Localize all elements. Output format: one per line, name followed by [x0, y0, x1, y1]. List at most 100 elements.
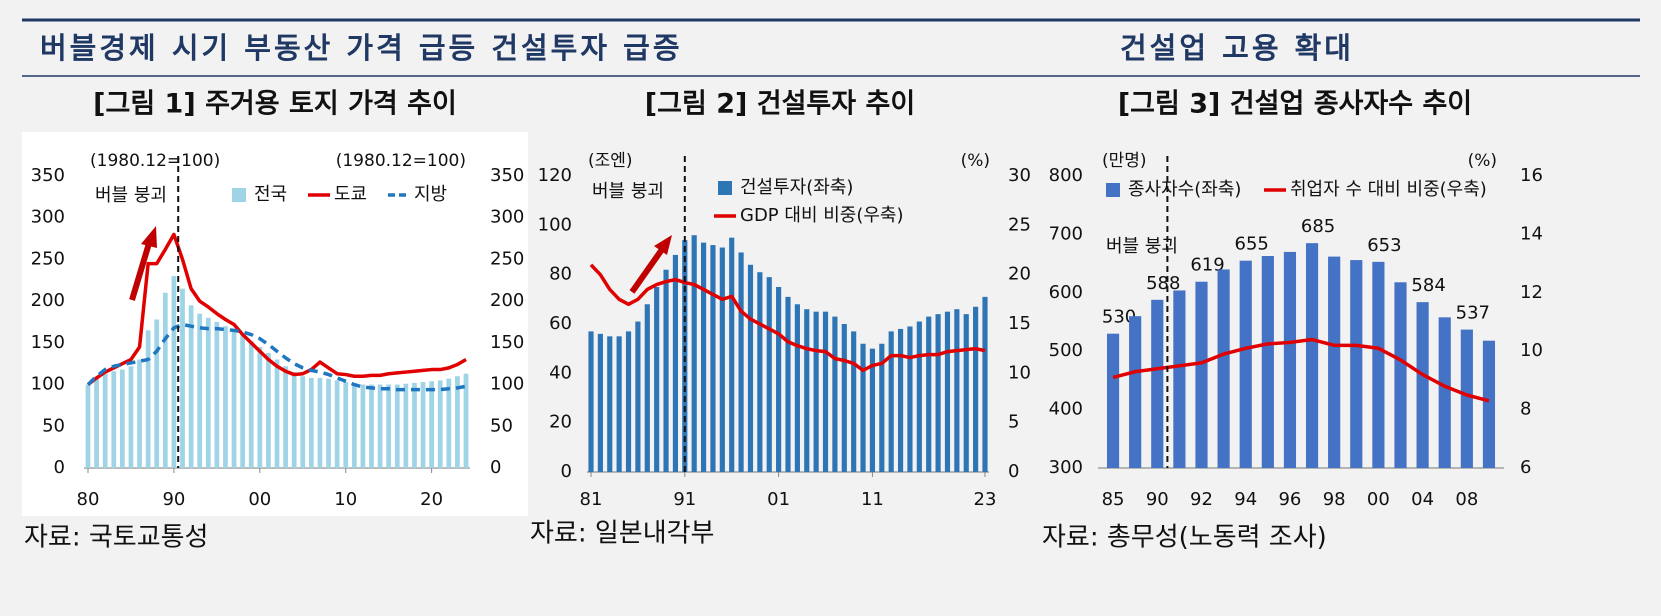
arrow — [629, 246, 666, 294]
bar — [1239, 260, 1252, 468]
bar — [973, 306, 979, 472]
y-tick-label: 100 — [538, 214, 572, 235]
y-tick-label: 0 — [54, 457, 65, 478]
bar — [738, 252, 744, 472]
line — [86, 232, 467, 386]
bar — [403, 383, 409, 468]
legend-label: 취업자 수 대비 비중(우축) — [1290, 179, 1487, 200]
bar — [171, 276, 177, 468]
bar — [205, 317, 211, 468]
bar — [691, 235, 697, 472]
bar — [343, 382, 349, 468]
legend-swatch — [718, 181, 732, 195]
y2-tick-label: 50 — [490, 415, 513, 436]
y2-tick-label: 0 — [1008, 461, 1019, 482]
x-tick-label: 90 — [162, 489, 185, 510]
bar — [785, 296, 791, 472]
x-tick-label: 04 — [1411, 489, 1434, 510]
bar — [860, 343, 866, 472]
legend-swatch — [1106, 183, 1120, 197]
y-tick-label: 350 — [31, 165, 65, 186]
bar — [412, 382, 417, 468]
y2-tick-label: 300 — [490, 207, 524, 228]
value-label: 537 — [1456, 303, 1490, 324]
y2-tick-label: 20 — [1008, 264, 1031, 285]
y-tick-label: 300 — [1049, 457, 1083, 478]
bar — [180, 288, 185, 468]
bar — [841, 324, 847, 472]
arrow-head — [654, 235, 672, 255]
bar — [1261, 256, 1274, 468]
y2-tick-label: 12 — [1520, 282, 1543, 303]
chart-title: [그림 3] 건설업 종사자수 추이 — [1118, 89, 1472, 120]
y2-tick-label: 14 — [1520, 223, 1543, 244]
value-label: 653 — [1367, 235, 1401, 256]
y2-tick-label: 10 — [1008, 362, 1031, 383]
arrow-head — [141, 226, 157, 248]
bar — [719, 247, 725, 472]
unit-right: (%) — [961, 151, 990, 171]
bar — [309, 377, 314, 468]
value-label: 588 — [1146, 273, 1180, 294]
bar — [291, 372, 297, 468]
bar — [616, 336, 622, 472]
bar — [1394, 282, 1407, 468]
bar — [429, 381, 434, 468]
bar — [214, 322, 220, 468]
bar — [1372, 261, 1385, 468]
bar — [635, 321, 641, 472]
x-tick-label: 11 — [861, 489, 884, 510]
legend-label: 지방 — [414, 184, 447, 205]
bar — [283, 366, 288, 468]
bar — [607, 336, 613, 472]
legend-label: 전국 — [254, 184, 287, 205]
y2-tick-label: 200 — [490, 290, 524, 311]
y2-tick-label: 100 — [490, 374, 524, 395]
bar — [128, 366, 134, 468]
bar — [377, 384, 383, 468]
y2-tick-label: 6 — [1520, 457, 1531, 478]
bar — [832, 316, 838, 472]
annotation: 버블 붕괴 — [592, 181, 664, 202]
bar — [644, 304, 650, 472]
bar — [907, 326, 913, 472]
bar — [869, 348, 876, 472]
bar — [597, 333, 603, 472]
bar — [188, 305, 194, 468]
bar — [197, 313, 203, 468]
bar — [710, 245, 716, 472]
bar — [776, 287, 782, 472]
bar — [85, 384, 91, 468]
y-tick-label: 80 — [549, 264, 572, 285]
bar — [437, 380, 443, 468]
y-tick-label: 20 — [549, 412, 572, 433]
bar — [944, 311, 951, 472]
bar — [654, 287, 660, 472]
legend-label: 종사자수(좌축) — [1128, 179, 1241, 200]
bar — [223, 326, 228, 468]
y-tick-label: 50 — [42, 415, 65, 436]
x-tick-label: 94 — [1234, 489, 1257, 510]
y-tick-label: 40 — [549, 362, 572, 383]
line — [1112, 337, 1490, 403]
x-tick-label: 08 — [1455, 489, 1478, 510]
x-tick-label: 96 — [1278, 489, 1301, 510]
bar — [1328, 256, 1341, 468]
bar — [1283, 251, 1297, 468]
bar — [794, 304, 800, 472]
bar — [455, 376, 460, 468]
bar — [700, 242, 707, 472]
bar — [463, 373, 469, 468]
bar — [663, 269, 669, 472]
bar — [672, 254, 679, 472]
x-tick-label: 00 — [248, 489, 271, 510]
x-tick-label: 91 — [673, 489, 696, 510]
bar — [386, 384, 392, 468]
bar — [888, 331, 894, 472]
value-label: 685 — [1301, 216, 1335, 237]
legend-label: 도쿄 — [334, 184, 367, 205]
bar — [963, 314, 969, 472]
bar — [1173, 290, 1186, 468]
bar — [1438, 317, 1451, 468]
value-label: 655 — [1235, 234, 1269, 255]
